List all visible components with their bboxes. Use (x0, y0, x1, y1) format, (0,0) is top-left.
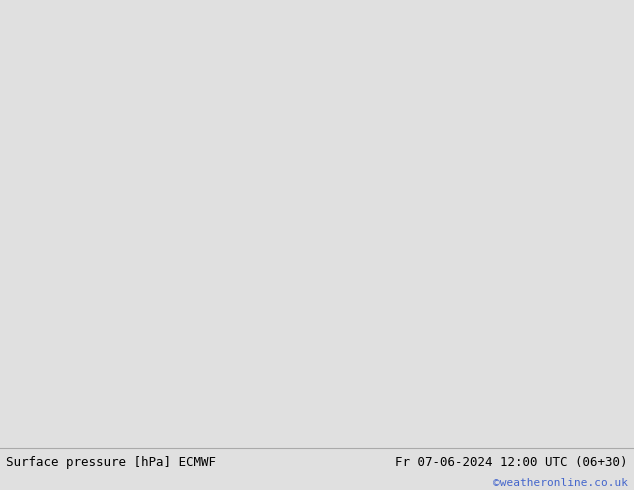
Text: ©weatheronline.co.uk: ©weatheronline.co.uk (493, 478, 628, 489)
Text: Surface pressure [hPa] ECMWF: Surface pressure [hPa] ECMWF (6, 456, 216, 469)
Text: Fr 07-06-2024 12:00 UTC (06+30): Fr 07-06-2024 12:00 UTC (06+30) (395, 456, 628, 469)
